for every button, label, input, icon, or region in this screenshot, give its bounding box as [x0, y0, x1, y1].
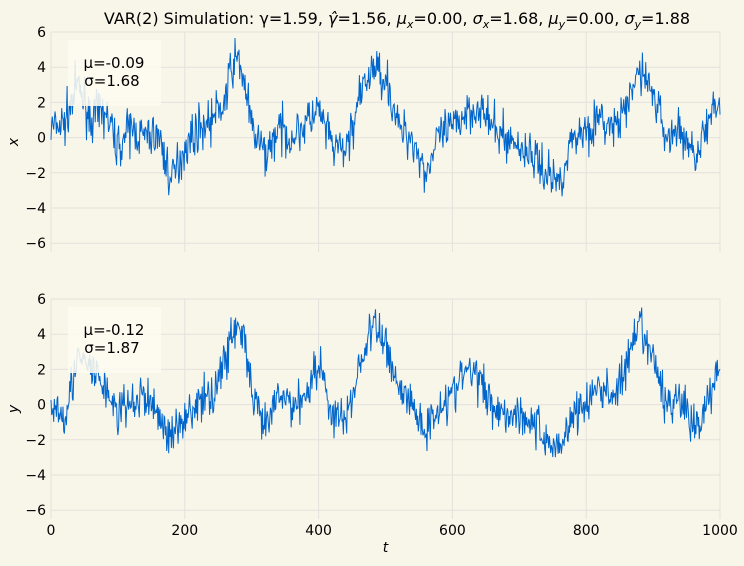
y-tick-label: −6	[25, 236, 46, 252]
y-axis-label: y	[6, 404, 22, 414]
y-tick-label: −4	[25, 201, 46, 217]
y-tick-label: 6	[37, 292, 46, 308]
panel-1: −6 −4 −2 0 2 4 6 x μ=-0.09σ=1.68	[6, 25, 721, 252]
y-tick-label: −2	[25, 166, 46, 182]
x-tick-label: 1000	[702, 523, 738, 539]
y-tick-label: 2	[37, 95, 46, 111]
y-tick-label: −6	[25, 503, 46, 519]
y-tick-label: 6	[37, 25, 46, 41]
y-tick-label: 0	[37, 398, 46, 414]
y-axis-label: x	[6, 137, 22, 147]
y-tick-label: 2	[37, 362, 46, 378]
x-tick-label: 200	[171, 523, 198, 539]
x-tick-label: 0	[47, 523, 56, 539]
x-tick-label: 400	[305, 523, 332, 539]
x-tick-label: 800	[573, 523, 600, 539]
series-line	[50, 307, 721, 458]
series-line	[50, 37, 721, 197]
stats-mean: μ=-0.12	[84, 321, 145, 339]
y-tick-label: 4	[37, 60, 46, 76]
stats-std: σ=1.87	[84, 339, 139, 357]
chart-title: VAR(2) Simulation: γ=1.59, γ̂=1.56, μx​=…	[104, 9, 690, 31]
stats-box	[68, 40, 161, 106]
stats-box	[68, 307, 161, 373]
panel-2: −6 −4 −2 0 2 4 6 y μ=-0.12σ=1.87 0 200 400 600 800 100…	[6, 292, 738, 556]
y-tick-label: 4	[37, 327, 46, 343]
y-tick-label: −4	[25, 468, 46, 484]
y-tick-label: −2	[25, 433, 46, 449]
stats-mean: μ=-0.09	[84, 54, 145, 72]
y-tick-label: 0	[37, 131, 46, 147]
x-tick-label: 600	[439, 523, 466, 539]
x-axis-label: t	[383, 540, 389, 556]
stats-std: σ=1.68	[84, 72, 139, 90]
